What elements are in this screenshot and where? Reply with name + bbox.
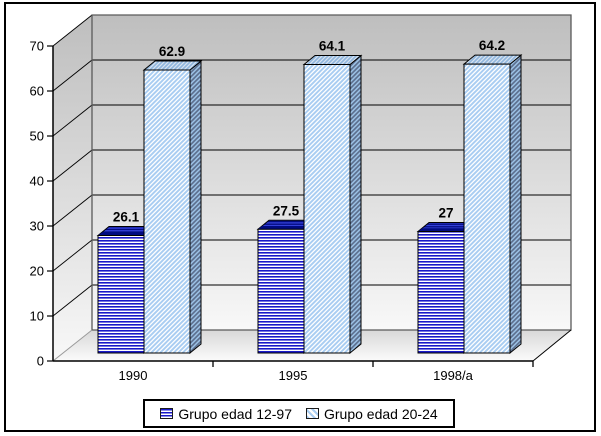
y-tick-label: 50 <box>30 129 44 144</box>
floor-right-edge <box>532 329 572 362</box>
y-tick-label: 0 <box>37 354 44 369</box>
wall-slant-line <box>52 14 93 47</box>
legend-item-series1: Grupo edad 12-97 <box>160 406 292 422</box>
legend-label-series1: Grupo edad 12-97 <box>178 405 292 422</box>
data-label: 64.2 <box>479 38 505 53</box>
wall-slant-line <box>52 194 93 227</box>
category-label: 1995 <box>279 368 308 383</box>
y-tick-label: 40 <box>30 174 44 189</box>
y-tick-label: 70 <box>30 39 44 54</box>
bar-side <box>189 59 202 355</box>
bar-top-band <box>418 228 468 232</box>
bar-series1 <box>257 228 305 354</box>
bar-top-band <box>98 232 148 236</box>
bar-series2 <box>303 64 351 354</box>
y-tick-label: 10 <box>30 309 44 324</box>
bar-top-band <box>258 226 308 230</box>
left-wall <box>53 15 92 361</box>
data-label: 62.9 <box>159 44 185 59</box>
series1-swatch-icon <box>160 408 174 419</box>
bar-series1 <box>97 235 145 354</box>
floor-left-edge <box>52 329 93 362</box>
legend-label-series2: Grupo edad 20-24 <box>324 405 438 422</box>
wall-slant-line <box>52 239 93 272</box>
data-label: 64.1 <box>319 39 346 54</box>
wall-slant-line <box>52 284 93 317</box>
bar-series2 <box>463 63 511 354</box>
y-tick-label: 60 <box>30 84 44 99</box>
y-tick-label: 30 <box>30 219 44 234</box>
wall-slant-line <box>52 104 93 137</box>
bar-series1 <box>417 231 465 354</box>
data-label: 26.1 <box>113 210 140 225</box>
category-label: 1998/a <box>433 368 474 383</box>
legend-item-series2: Grupo edad 20-24 <box>306 406 438 422</box>
wall-slant-line <box>52 59 93 92</box>
category-label: 1990 <box>119 368 148 383</box>
series2-swatch-icon <box>306 408 319 419</box>
y-tick-label: 20 <box>30 264 44 279</box>
legend: Grupo edad 12-97 Grupo edad 20-24 <box>143 399 455 428</box>
data-label: 27.5 <box>273 203 300 218</box>
bar-side <box>509 54 522 355</box>
wall-slant-line <box>52 149 93 182</box>
data-label: 27 <box>438 206 453 221</box>
bar-series2 <box>143 69 191 354</box>
bar-side <box>349 54 362 355</box>
